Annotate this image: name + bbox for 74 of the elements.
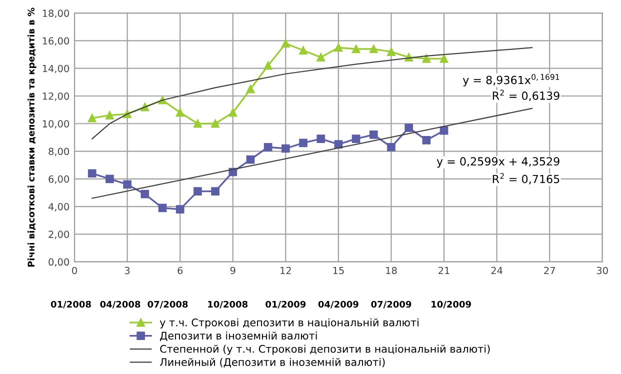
point xyxy=(88,169,96,178)
text: 04/2009 xyxy=(318,300,358,308)
point xyxy=(176,205,184,214)
legend-label: Депозити в іноземній валюті xyxy=(160,332,317,342)
point xyxy=(369,130,378,139)
x-tick-label: 15 xyxy=(333,266,344,274)
point xyxy=(281,39,290,48)
y-tick-label: 6,00 xyxy=(48,175,70,184)
point xyxy=(352,134,360,143)
point xyxy=(123,180,132,189)
point xyxy=(387,48,396,56)
point xyxy=(352,44,360,54)
y-tick-label: 10,00 xyxy=(42,120,70,128)
y-tick-label: 0,00 xyxy=(48,258,70,267)
point xyxy=(316,134,326,143)
point xyxy=(299,46,308,55)
text: 01/2009 xyxy=(266,300,306,308)
point xyxy=(158,204,167,212)
point xyxy=(211,187,220,196)
point xyxy=(194,187,202,196)
y-tick-label: 16,00 xyxy=(42,37,70,46)
x-tick-label: 30 xyxy=(596,266,608,274)
x-tick-label: 0 xyxy=(72,266,77,274)
point xyxy=(246,155,255,164)
text: 04/2008 xyxy=(100,300,140,308)
point xyxy=(299,138,308,148)
point xyxy=(106,111,114,120)
y-tick-label: 8,00 xyxy=(48,148,70,156)
point xyxy=(334,43,343,52)
point xyxy=(176,108,184,117)
point xyxy=(281,144,290,153)
x-tick-label: 21 xyxy=(438,266,450,274)
point xyxy=(316,53,326,62)
point xyxy=(369,44,378,54)
legend-label: у т.ч. Строкові депозити в національній валюті xyxy=(160,318,418,328)
point xyxy=(440,54,448,63)
annotation: y = 8,9361x$^{0,1691}$ xyxy=(462,74,560,86)
point xyxy=(106,174,114,184)
point xyxy=(264,142,272,152)
y-tick-label: 12,00 xyxy=(42,92,70,101)
x-tick-label: 12 xyxy=(280,266,291,274)
y-tick-label: 4,00 xyxy=(48,203,70,212)
point xyxy=(194,119,202,128)
point xyxy=(334,140,343,149)
y-tick-label: 14,00 xyxy=(42,64,70,74)
text: 07/2009 xyxy=(371,300,412,308)
legend-label: Степенной (у т.ч. Строкові депозити в національній валюті) xyxy=(160,344,490,355)
text: 10/2008 xyxy=(208,300,248,308)
x-tick-label: 9 xyxy=(230,266,236,274)
point xyxy=(387,142,396,152)
point xyxy=(246,84,255,94)
x-tick-label: 18 xyxy=(386,266,397,274)
point xyxy=(211,119,220,128)
text: 01/2008 xyxy=(50,300,91,308)
text: 10/2009 xyxy=(432,300,471,308)
y-tick-label: 18,00 xyxy=(42,10,70,18)
point xyxy=(228,108,238,117)
annotation: R$^{2}$ = 0,7165 xyxy=(492,173,560,184)
x-tick-label: 6 xyxy=(178,266,183,274)
legend-label: Линейный (Депозити в іноземній валюті) xyxy=(160,358,385,368)
point xyxy=(264,61,272,70)
x-tick-label: 3 xyxy=(124,266,130,274)
text: 07/2008 xyxy=(148,300,188,308)
point xyxy=(140,190,150,198)
point xyxy=(422,136,431,144)
point xyxy=(422,54,431,63)
x-tick-label: 27 xyxy=(544,266,555,274)
point xyxy=(88,114,96,122)
x-tick-label: 24 xyxy=(491,266,502,274)
y-tick-label: 2,00 xyxy=(48,230,70,239)
annotation: R$^{2}$ = 0,6139 xyxy=(492,90,560,102)
annotation: y = 0,2599x + 4,3529 xyxy=(436,157,560,168)
y-axis-title: Річні відсоткові ставки депозитів та кредитів в % xyxy=(28,8,36,267)
point xyxy=(404,124,413,132)
